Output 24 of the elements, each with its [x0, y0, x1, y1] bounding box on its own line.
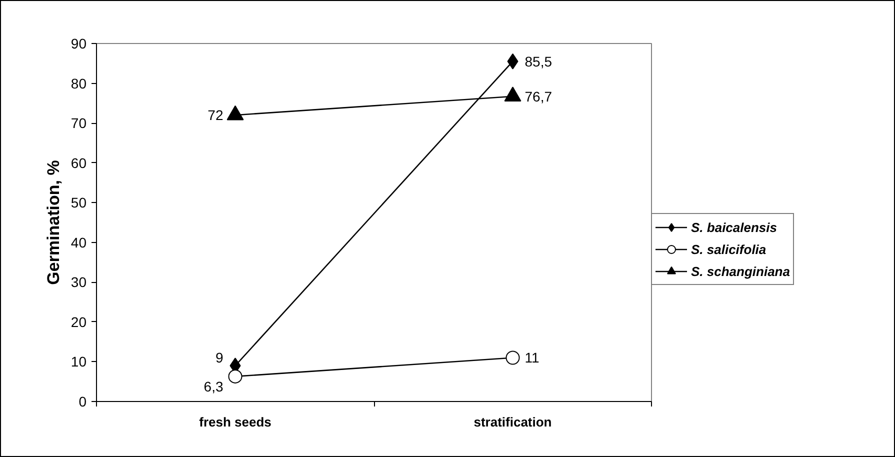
data-label: 6,3 — [204, 378, 224, 394]
data-label: 85,5 — [524, 53, 552, 70]
y-tick-label: 30 — [70, 274, 87, 290]
y-tick-label: 60 — [70, 154, 87, 171]
y-axis-title: Germination, % — [44, 160, 63, 285]
y-tick-label: 90 — [70, 36, 87, 52]
legend-label: S. schanginiana — [691, 264, 790, 278]
data-label: 72 — [208, 107, 224, 124]
legend-label: S. baicalensis — [691, 220, 777, 234]
y-tick-label: 70 — [70, 115, 87, 132]
data-label: 11 — [524, 350, 540, 366]
y-tick-label: 20 — [70, 314, 87, 330]
point — [506, 350, 520, 365]
y-tick-label: 40 — [70, 234, 87, 250]
data-label: 9 — [215, 350, 224, 366]
data-label: 76,7 — [524, 88, 552, 104]
y-tick-label: 80 — [70, 75, 87, 92]
point — [228, 369, 242, 384]
y-tick-label: 10 — [70, 354, 87, 370]
y-tick-label: 0 — [78, 394, 87, 410]
legend-label: S. salicifolia — [691, 242, 766, 256]
y-tick-label: 50 — [70, 194, 87, 211]
x-tick-label: fresh seeds — [199, 414, 272, 430]
x-tick-label: stratification — [474, 414, 552, 430]
